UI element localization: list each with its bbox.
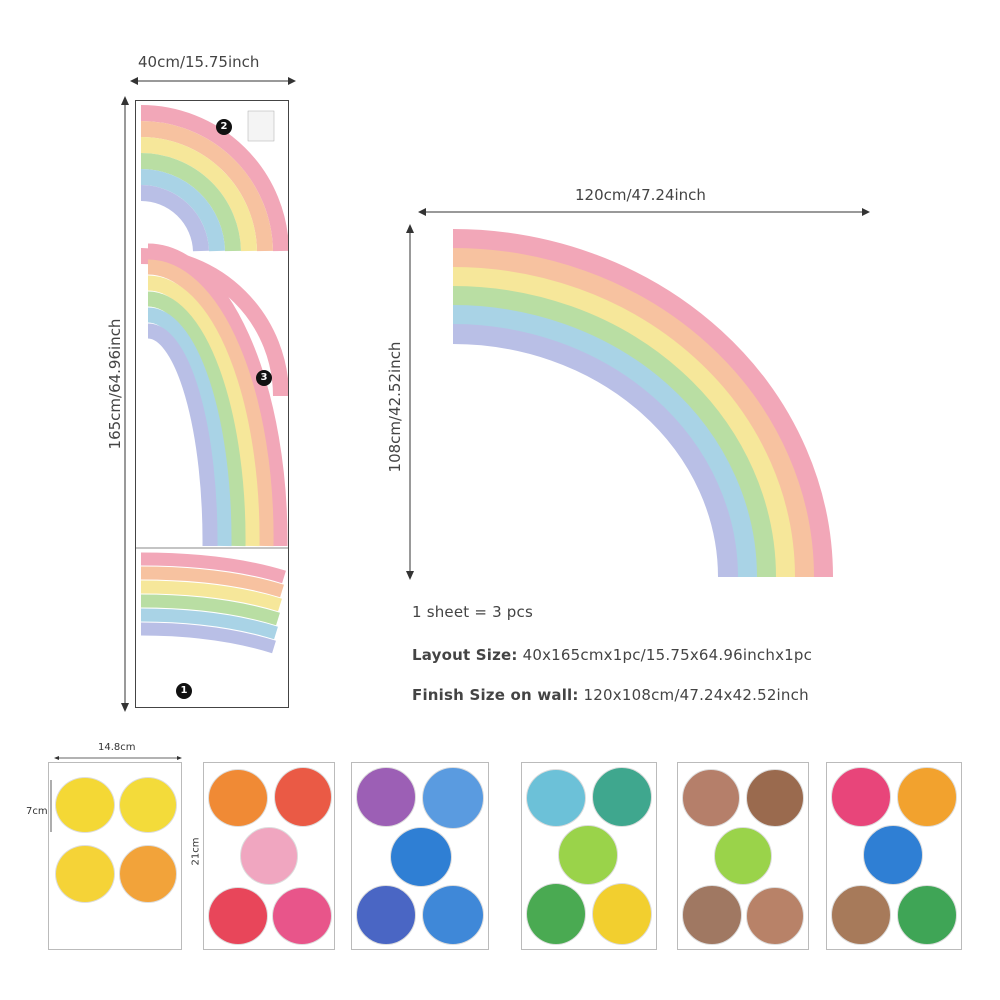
info-finish-size-value: 120x108cm/47.24x42.52inch xyxy=(583,686,809,704)
color-dot xyxy=(526,883,586,945)
piece-number-3: 3 xyxy=(256,370,272,386)
color-dot xyxy=(272,887,332,945)
dot-sheet-height-label: 21cm xyxy=(190,837,202,866)
color-dot xyxy=(356,885,416,945)
color-dot xyxy=(390,827,452,887)
finished-height-arrow xyxy=(406,224,414,580)
color-dot xyxy=(274,767,332,827)
layout-sheet: 2 3 1 xyxy=(135,100,289,708)
color-dot xyxy=(55,777,115,833)
color-dot xyxy=(592,767,652,827)
info-finish-size-label: Finish Size on wall: xyxy=(412,686,579,704)
dot-sheet-3 xyxy=(351,762,489,950)
dot-sheet-6 xyxy=(826,762,962,950)
dot-sheet-width-arrow xyxy=(54,756,182,760)
info-pieces: 1 sheet = 3 pcs xyxy=(412,603,533,621)
finished-width-arrow xyxy=(418,208,870,216)
finished-rainbow xyxy=(452,229,833,578)
color-dot xyxy=(592,883,652,945)
finished-height-label: 108cm/42.52inch xyxy=(386,341,404,473)
info-layout-size-value: 40x165cmx1pc/15.75x64.96inchx1pc xyxy=(522,646,813,664)
dot-height-arrow xyxy=(50,780,52,832)
color-dot xyxy=(422,767,484,829)
color-dot xyxy=(208,887,268,945)
rainbow-piece-3-bands xyxy=(147,243,288,547)
layout-height-arrow xyxy=(121,96,129,712)
color-dot xyxy=(897,767,957,827)
color-dot xyxy=(240,827,298,885)
layout-rainbow-pieces xyxy=(136,105,288,654)
color-dot xyxy=(558,825,618,885)
color-dot xyxy=(746,887,804,945)
info-finish-size: Finish Size on wall: 120x108cm/47.24x42.… xyxy=(412,686,809,704)
color-dot xyxy=(831,885,891,945)
color-dot xyxy=(897,885,957,945)
rainbow-piece-1 xyxy=(140,552,286,654)
color-dot xyxy=(831,767,891,827)
dot-sheet-4 xyxy=(521,762,657,950)
sheet-label-tag xyxy=(247,110,275,142)
info-layout-size: Layout Size: 40x165cmx1pc/15.75x64.96inc… xyxy=(412,646,812,664)
piece-number-1: 1 xyxy=(176,683,192,699)
color-dot xyxy=(863,825,923,885)
color-dot xyxy=(55,845,115,903)
dot-sheet-5 xyxy=(677,762,809,950)
dot-sheet-width-label: 14.8cm xyxy=(98,742,136,753)
dot-sheet-2 xyxy=(203,762,335,950)
color-dot xyxy=(714,827,772,885)
color-dot xyxy=(119,777,177,833)
color-dot xyxy=(682,885,742,945)
finished-width-label: 120cm/47.24inch xyxy=(575,186,706,204)
color-dot xyxy=(746,769,804,827)
color-dot xyxy=(119,845,177,903)
layout-height-label: 165cm/64.96inch xyxy=(106,318,124,450)
dot-height-label: 7cm xyxy=(26,806,48,817)
dot-sheet-1 xyxy=(48,762,182,950)
rainbow-piece-2 xyxy=(140,105,288,252)
layout-width-label: 40cm/15.75inch xyxy=(138,53,260,71)
color-dot xyxy=(526,769,586,827)
color-dot xyxy=(356,767,416,827)
info-layout-size-label: Layout Size: xyxy=(412,646,518,664)
color-dot xyxy=(208,769,268,827)
color-dot xyxy=(422,885,484,945)
layout-width-arrow xyxy=(130,77,296,85)
piece-number-2: 2 xyxy=(216,119,232,135)
color-dot xyxy=(682,769,740,827)
